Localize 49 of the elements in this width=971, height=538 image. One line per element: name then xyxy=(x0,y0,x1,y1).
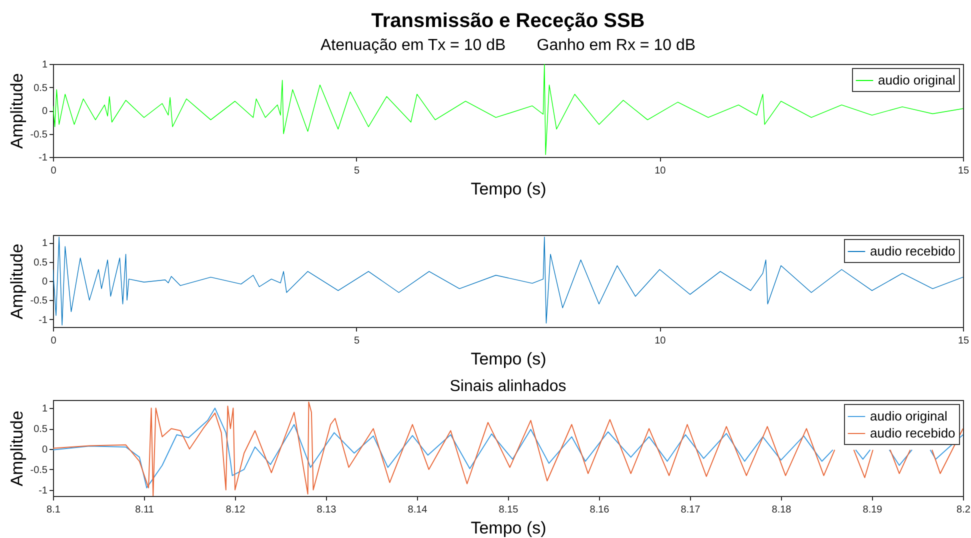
legend-label: audio original xyxy=(878,72,956,88)
x-tick-label: 8.2 xyxy=(956,504,971,516)
y-tick-label: -1 xyxy=(38,152,48,164)
x-tick-label: 0 xyxy=(50,336,57,346)
x-tick-label: 0 xyxy=(50,166,57,176)
x-tick-label: 8.16 xyxy=(590,504,610,516)
x-tick-label: 15 xyxy=(958,336,970,346)
x-axis-title: Tempo (s) xyxy=(470,180,546,198)
y-tick-label: 0 xyxy=(42,444,48,456)
x-tick-label: 8.14 xyxy=(408,504,428,516)
x-tick-label: 15 xyxy=(958,166,970,176)
x-tick-label: 5 xyxy=(354,336,360,346)
y-axis-title: Amplitude xyxy=(7,244,26,320)
x-tick-label: 8.15 xyxy=(498,504,519,516)
line-series xyxy=(53,64,963,156)
y-tick-label: 1 xyxy=(42,60,48,70)
line-series xyxy=(53,236,963,326)
y-tick-label: 1 xyxy=(42,238,48,250)
y-tick-label: -1 xyxy=(38,485,48,496)
legend-label: audio original xyxy=(870,408,948,424)
x-tick-label: 10 xyxy=(654,166,666,176)
y-tick-label: 0.5 xyxy=(34,424,48,436)
y-tick-label: -0.5 xyxy=(30,296,48,307)
x-axis-title: Tempo (s) xyxy=(470,518,546,538)
y-tick-label: 0 xyxy=(42,106,48,117)
chart-title: Sinais alinhados xyxy=(450,378,566,395)
legend-label: audio recebido xyxy=(870,244,956,258)
x-tick-label: 8.19 xyxy=(862,504,883,516)
y-tick-label: 1 xyxy=(42,404,48,415)
y-tick-label: -1 xyxy=(38,314,48,326)
y-axis-title: Amplitude xyxy=(7,73,26,149)
y-tick-label: 0.5 xyxy=(34,257,48,268)
x-tick-label: 10 xyxy=(654,336,666,346)
x-tick-label: 8.11 xyxy=(135,504,154,516)
x-tick-label: 8.18 xyxy=(772,504,792,516)
legend-label: audio recebido xyxy=(870,426,956,440)
chart-subtitle: Atenuação em Tx = 10 dB Ganho em Rx = 10 dB xyxy=(320,37,696,54)
y-tick-label: -0.5 xyxy=(30,464,48,476)
y-tick-label: 0.5 xyxy=(34,82,48,94)
x-tick-label: 5 xyxy=(354,166,360,176)
y-tick-label: 0 xyxy=(42,276,48,288)
x-tick-label: 8.12 xyxy=(226,504,246,516)
y-axis-title: Amplitude xyxy=(7,410,26,486)
x-tick-label: 8.17 xyxy=(680,504,701,516)
chart-title: Transmissão e Receção SSB xyxy=(371,10,645,32)
x-tick-label: 8.1 xyxy=(46,504,61,516)
x-tick-label: 8.13 xyxy=(316,504,337,516)
y-tick-label: -0.5 xyxy=(30,129,48,140)
x-axis-title: Tempo (s) xyxy=(470,350,546,368)
